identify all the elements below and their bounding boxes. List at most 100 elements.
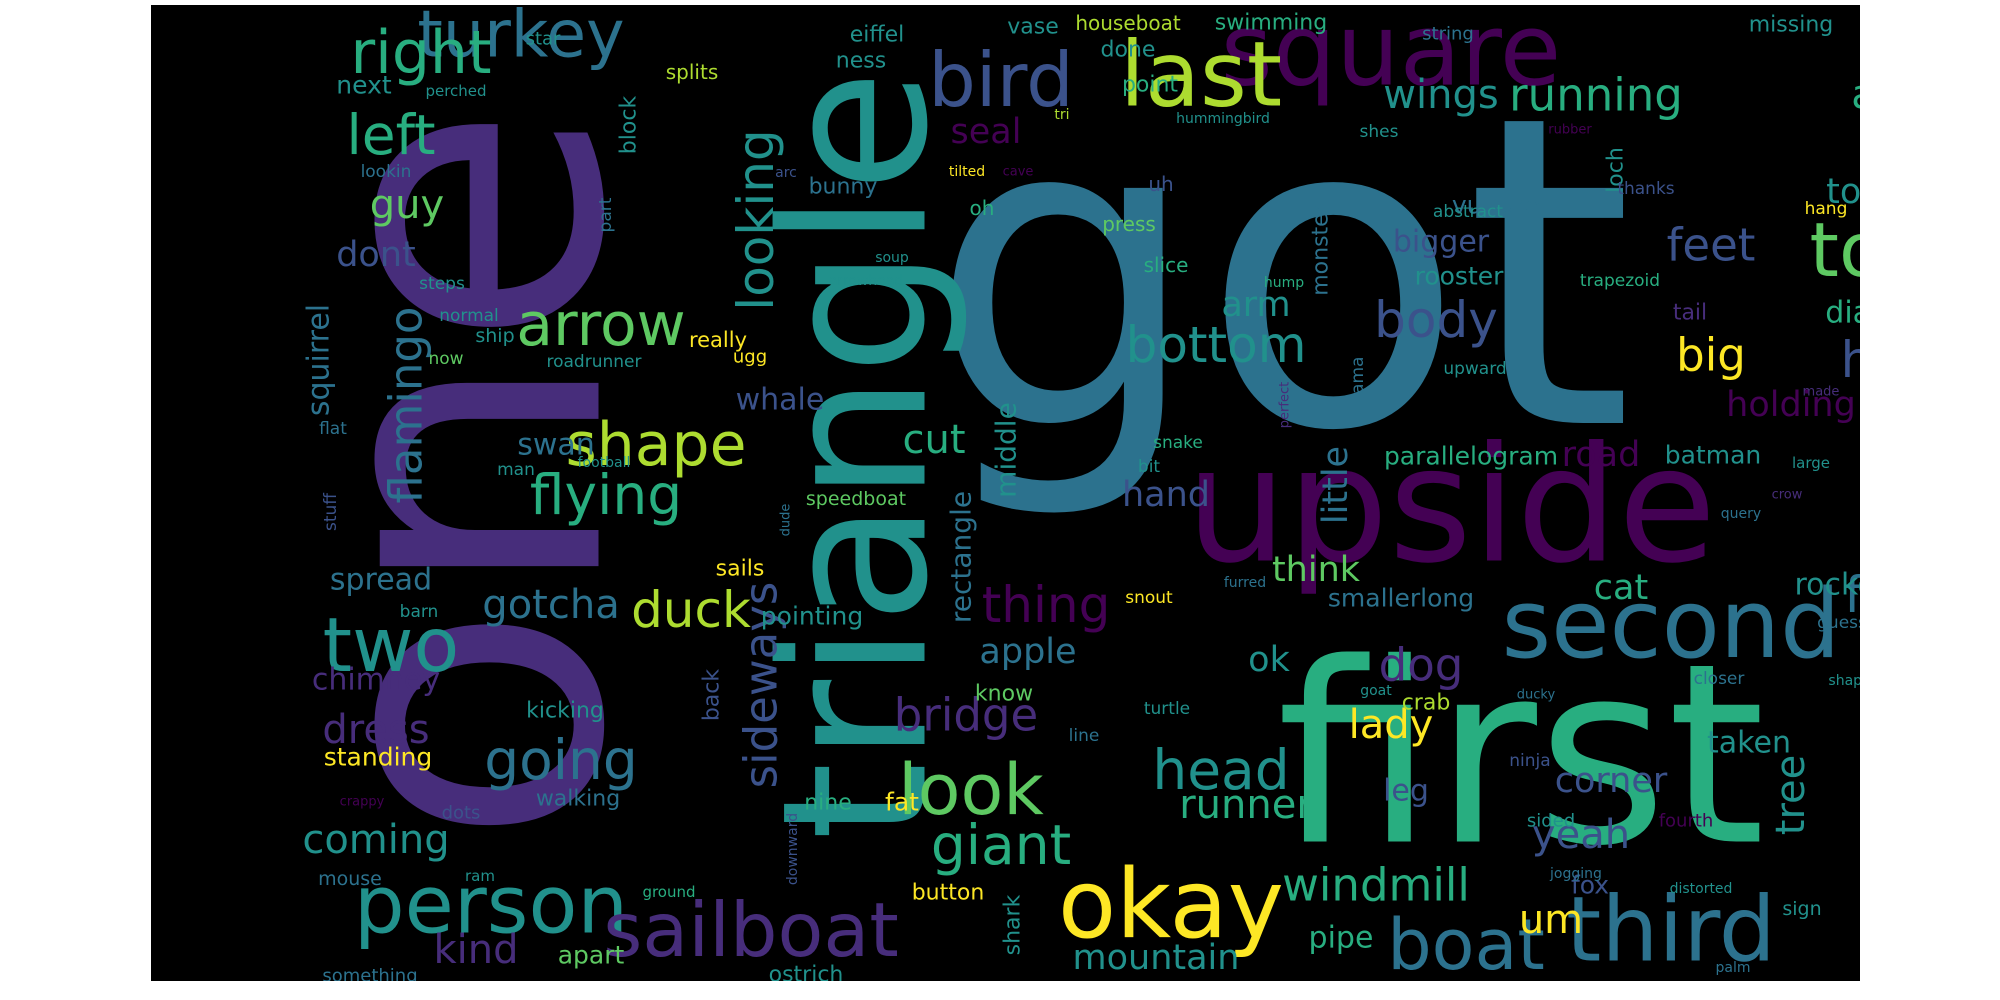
word-bit: bit <box>1138 457 1161 477</box>
word-windmill: windmill <box>1282 859 1470 912</box>
word-two: two <box>323 601 460 689</box>
word-kicking: kicking <box>526 699 604 724</box>
word-large: large <box>1792 454 1830 472</box>
word-spread: spread <box>330 563 432 598</box>
word-apple: apple <box>979 632 1076 672</box>
word-cut: cut <box>902 417 965 463</box>
word-middle: middle <box>990 402 1023 498</box>
word-crow: crow <box>1772 488 1803 503</box>
word-squirrel: squirrel <box>302 304 337 416</box>
word-tree: tree <box>1768 755 1814 835</box>
word-uh: uh <box>1148 172 1173 196</box>
word-dots: dots <box>442 803 481 824</box>
word-yeah: yeah <box>1532 812 1630 858</box>
word-okay: okay <box>1058 850 1284 960</box>
word-right: right <box>351 18 492 88</box>
word-fourth: fourth <box>1659 811 1714 832</box>
word-dog: dog <box>1379 639 1464 692</box>
word-flamingo: flamingo <box>380 307 433 504</box>
word-person: person <box>354 859 628 952</box>
word-ram: ram <box>465 867 495 885</box>
word-palm: palm <box>1716 960 1751 976</box>
word-parallelogram: parallelogram <box>1384 442 1558 471</box>
word-ostrich: ostrich <box>769 963 844 982</box>
word-rooster: rooster <box>1415 262 1505 291</box>
word-mouse: mouse <box>318 868 382 890</box>
word-arm: arm <box>1221 285 1290 325</box>
word-ground: ground <box>642 883 695 901</box>
word-one: one <box>229 103 694 847</box>
word-closer: closer <box>1694 669 1745 689</box>
word-thing: thing <box>982 576 1111 634</box>
word-dude: dude <box>779 504 794 537</box>
word-lady: lady <box>1349 702 1434 748</box>
word-sailboat: sailboat <box>603 886 899 974</box>
word-apart: apart <box>558 941 625 970</box>
word-fat: fat <box>885 788 919 817</box>
word-football: football <box>578 455 631 471</box>
word-sided: sided <box>1527 811 1575 832</box>
word-snake: snake <box>1153 433 1203 453</box>
word-know: know <box>975 682 1033 707</box>
word-diamond: diamond <box>1825 296 1860 331</box>
word-jogging: jogging <box>1549 866 1602 882</box>
word-perfect: perfect <box>1278 382 1293 428</box>
word-furred: furred <box>1224 575 1266 591</box>
word-rocket: rocket <box>1794 568 1860 603</box>
word-button: button <box>912 881 985 906</box>
word-point: point <box>1122 73 1178 98</box>
word-cloud: got one first triangle upside square last bird s… <box>151 5 1860 981</box>
word-nine: nine <box>804 791 852 816</box>
word-roadrunner: roadrunner <box>547 352 642 372</box>
word-block: block <box>617 96 642 155</box>
word-bridge: bridge <box>894 689 1038 742</box>
word-facing: facing <box>1844 566 1860 624</box>
word-upward: upward <box>1443 359 1506 379</box>
word-crappy: crappy <box>340 795 385 810</box>
word-snout: snout <box>1125 588 1173 608</box>
word-swimming: swimming <box>1215 11 1327 36</box>
word-rubber: rubber <box>1548 123 1592 138</box>
word-thanks: thanks <box>1617 179 1674 199</box>
word-stuff: stuff <box>321 492 341 531</box>
word-bottom: bottom <box>1126 316 1307 374</box>
word-tilted: tilted <box>949 164 985 180</box>
word-whale: whale <box>736 383 825 418</box>
word-tower: tower <box>1826 172 1860 212</box>
word-steps: steps <box>419 274 465 294</box>
word-big: big <box>1676 329 1746 382</box>
word-press: press <box>1102 212 1156 236</box>
word-leg: leg <box>1383 774 1429 809</box>
word-rectangle: rectangle <box>945 491 978 623</box>
word-arc: arc <box>775 165 797 181</box>
word-body: body <box>1374 291 1498 349</box>
word-upside: upside <box>1186 412 1717 599</box>
word-string: string <box>1422 24 1474 45</box>
word-little: little <box>1316 446 1356 524</box>
word-corner: corner <box>1555 761 1668 801</box>
word-runner: runner <box>1179 782 1313 828</box>
word-llama: llama <box>1348 357 1368 404</box>
word-lookin: lookin <box>361 162 412 182</box>
word-houseboat: houseboat <box>1075 11 1181 35</box>
word-next: next <box>336 71 392 100</box>
word-house: house <box>1841 331 1860 389</box>
word-downward: downward <box>785 813 801 885</box>
word-shaped: shaped <box>1828 673 1860 689</box>
word-got: got <box>929 25 1634 525</box>
word-pointing: pointing <box>761 602 863 631</box>
word-duck: duck <box>631 581 751 639</box>
word-hummingbird: hummingbird <box>1176 111 1270 127</box>
word-think: think <box>1272 550 1361 590</box>
word-boat: boat <box>1387 904 1545 981</box>
word-sign: sign <box>1782 898 1821 920</box>
word-hump: hump <box>1264 275 1304 291</box>
word-sideways: sideways <box>735 582 788 789</box>
word-arrowhead: arrowhead <box>829 273 904 289</box>
word-now: now <box>428 349 463 369</box>
word-arrow: arrow <box>516 290 686 360</box>
word-vulture: vulture <box>1452 191 1540 220</box>
word-goat: goat <box>1360 683 1392 699</box>
word-last: last <box>1120 23 1282 128</box>
